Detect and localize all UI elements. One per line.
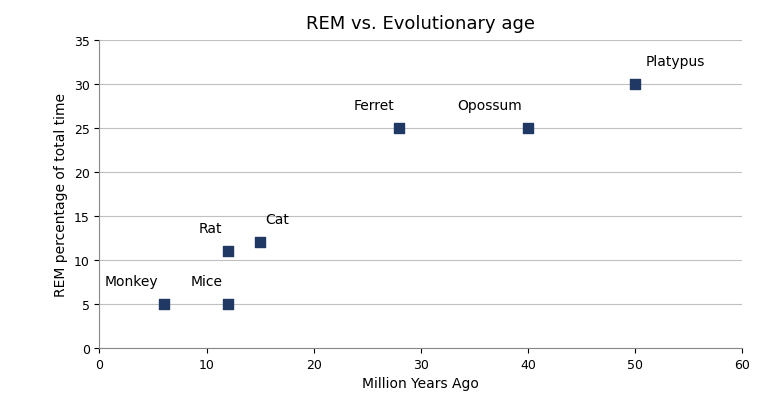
Text: Platypus: Platypus: [646, 55, 705, 68]
Point: [629, 81, 641, 88]
Point: [158, 301, 170, 307]
Point: [522, 125, 534, 132]
Text: Ferret: Ferret: [353, 99, 394, 113]
Point: [222, 301, 234, 307]
X-axis label: Million Years Ago: Million Years Ago: [363, 377, 479, 390]
Text: Mice: Mice: [190, 275, 223, 288]
Text: Opossum: Opossum: [457, 99, 522, 113]
Point: [254, 239, 266, 246]
Text: Rat: Rat: [199, 222, 223, 236]
Title: REM vs. Evolutionary age: REM vs. Evolutionary age: [306, 15, 536, 33]
Point: [222, 248, 234, 255]
Point: [393, 125, 405, 132]
Text: Cat: Cat: [265, 213, 289, 227]
Y-axis label: REM percentage of total time: REM percentage of total time: [54, 93, 68, 296]
Text: Monkey: Monkey: [105, 275, 158, 288]
